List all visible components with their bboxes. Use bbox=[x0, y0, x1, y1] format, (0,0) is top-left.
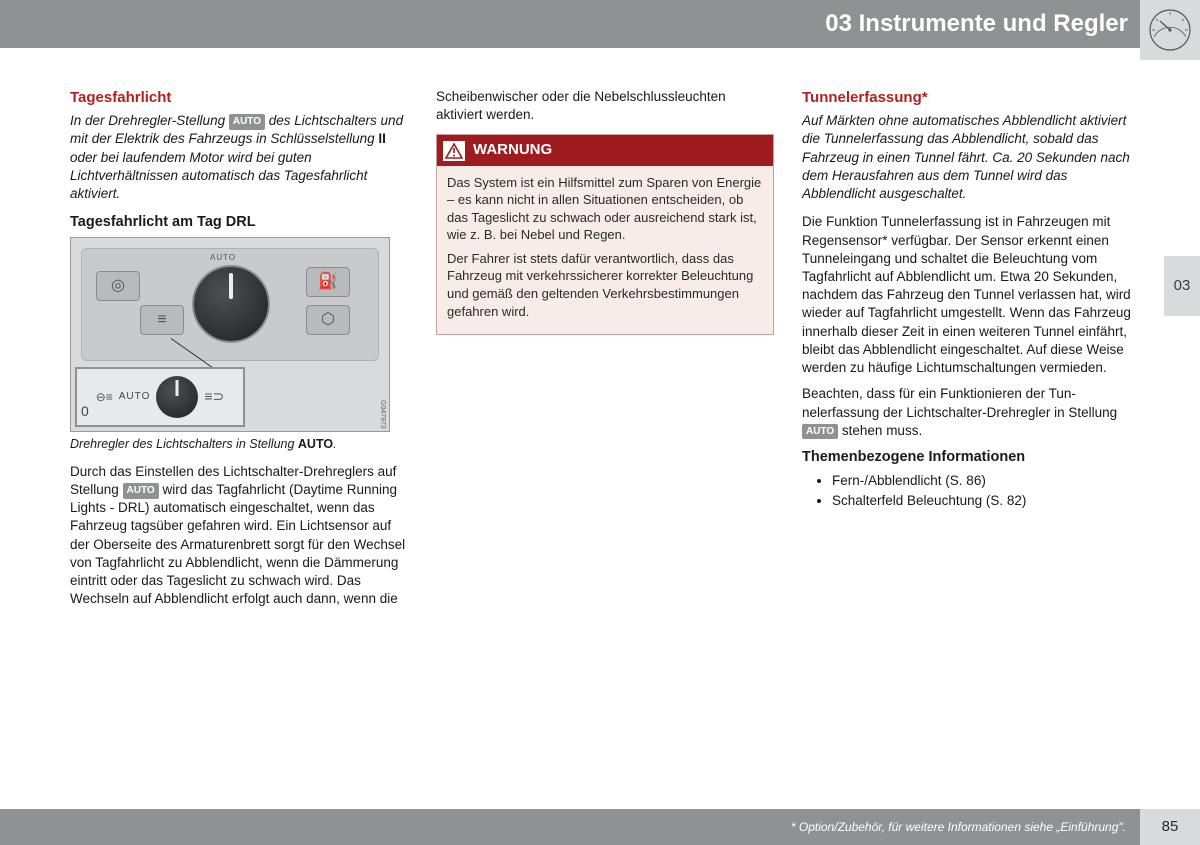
light-switch-figure: AUTO ◎ ≡ ⛽ ⬡ ⊖≡ AUTO ≡⊃ 0 G047973 bbox=[70, 237, 390, 432]
warning-header: WARNUNG bbox=[437, 135, 773, 165]
column-2: Scheibenwischer oder die Nebelschluss­le… bbox=[436, 88, 774, 785]
warning-p2: Der Fahrer ist stets dafür verantwortlic… bbox=[447, 250, 763, 320]
warning-p1: Das System ist ein Hilfsmittel zum Spare… bbox=[447, 174, 763, 244]
speedometer-icon bbox=[1147, 7, 1193, 53]
continuation-paragraph: Scheibenwischer oder die Nebelschluss­le… bbox=[436, 88, 774, 124]
side-chapter-tab: 03 bbox=[1164, 256, 1200, 316]
column-1: Tagesfahrlicht In der Drehregler-Stellun… bbox=[70, 88, 408, 785]
auto-badge: AUTO bbox=[123, 483, 159, 499]
panel-button-trunk: ⬡ bbox=[306, 305, 350, 335]
gauge-icon-box bbox=[1140, 0, 1200, 60]
tunnel-body-2: Beachten, dass für ein Funktionieren der… bbox=[802, 385, 1140, 440]
inset-icon-left: ⊖≡ bbox=[96, 389, 113, 405]
panel-button-fog: ≡ bbox=[140, 305, 184, 335]
intro-paragraph: In der Drehregler-Stellung AUTO des Lich… bbox=[70, 112, 408, 203]
inset-zero: 0 bbox=[81, 402, 89, 421]
page-content: Tagesfahrlicht In der Drehregler-Stellun… bbox=[70, 88, 1140, 785]
inset-auto-label: AUTO bbox=[119, 390, 151, 404]
section-heading-tunnel: Tunnelerfassung* bbox=[802, 88, 1140, 108]
dial-panel: AUTO ◎ ≡ ⛽ ⬡ bbox=[81, 248, 379, 361]
footer-note: * Option/Zubehör, für weitere Informatio… bbox=[0, 809, 1140, 845]
dial-inset: ⊖≡ AUTO ≡⊃ 0 bbox=[75, 367, 245, 427]
warning-title: WARNUNG bbox=[473, 140, 552, 160]
tunnel-body-1: Die Funktion Tunnelerfassung ist in Fahr… bbox=[802, 213, 1140, 377]
subheading-drl: Tagesfahrlicht am Tag DRL bbox=[70, 213, 408, 233]
page-footer: * Option/Zubehör, für weitere Informatio… bbox=[0, 809, 1200, 845]
related-item: Fern-/Abblendlicht (S. 86) bbox=[832, 472, 1140, 490]
chapter-header: 03 Instrumente und Regler bbox=[0, 0, 1200, 48]
page-number: 85 bbox=[1140, 809, 1200, 845]
figure-caption: Drehregler des Lichtschalters in Stellun… bbox=[70, 436, 408, 453]
panel-auto-label: AUTO bbox=[210, 253, 236, 264]
related-info-list: Fern-/Abblendlicht (S. 86) Schalterfeld … bbox=[802, 472, 1140, 510]
figure-code: G047973 bbox=[378, 400, 387, 429]
warning-triangle-icon bbox=[443, 141, 465, 161]
panel-button-fuel: ⛽ bbox=[306, 267, 350, 297]
body-paragraph-1: Durch das Einstellen des Lichtschalter-D… bbox=[70, 463, 408, 609]
related-item: Schalterfeld Beleuchtung (S. 82) bbox=[832, 492, 1140, 510]
inset-icon-right: ≡⊃ bbox=[204, 387, 224, 406]
chapter-name: Instrumente und Regler bbox=[859, 10, 1128, 37]
tunnel-intro: Auf Märkten ohne automatisches Abblendli… bbox=[802, 112, 1140, 203]
inset-rotary-dial bbox=[156, 376, 198, 418]
main-rotary-dial bbox=[192, 265, 270, 343]
warning-box: WARNUNG Das System ist ein Hilfsmittel z… bbox=[436, 134, 774, 335]
chapter-title: 03 Instrumente und Regler bbox=[825, 8, 1128, 40]
section-heading-tagesfahrlicht: Tagesfahrlicht bbox=[70, 88, 408, 108]
chapter-number: 03 bbox=[825, 10, 852, 37]
warning-body: Das System ist ein Hilfsmittel zum Spare… bbox=[437, 166, 773, 334]
auto-badge: AUTO bbox=[802, 424, 838, 440]
related-info-heading: Themenbezogene Informationen bbox=[802, 448, 1140, 468]
side-tab-label: 03 bbox=[1174, 276, 1191, 296]
column-3: Tunnelerfassung* Auf Märkten ohne automa… bbox=[802, 88, 1140, 785]
auto-badge: AUTO bbox=[229, 114, 265, 130]
panel-button-left-top: ◎ bbox=[96, 271, 140, 301]
